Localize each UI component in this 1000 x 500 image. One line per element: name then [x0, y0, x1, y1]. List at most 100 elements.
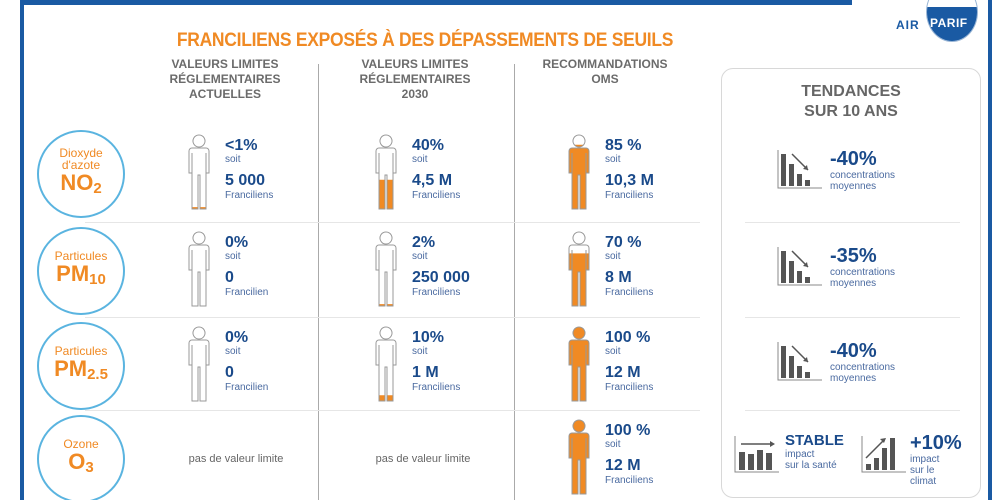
- soit-label: soit: [225, 251, 241, 262]
- exposure-count: 12 M: [605, 457, 641, 474]
- soit-label: soit: [412, 154, 428, 165]
- exposure-percent: 0%: [225, 329, 249, 346]
- pollutant-name: Dioxyde d'azote: [59, 146, 103, 172]
- exposure-count: 4,5 M: [412, 172, 453, 189]
- soit-label: soit: [605, 154, 621, 165]
- trend-label: concentrations: [830, 267, 896, 278]
- trend-label: moyennes: [830, 278, 877, 289]
- exposure-unit: Franciliens: [605, 382, 654, 393]
- trends-panel: [721, 68, 981, 498]
- exposure-cell: 0% soit 0 Francilien: [183, 230, 333, 310]
- exposure-unit: Francilien: [225, 382, 269, 393]
- exposure-percent: 85 %: [605, 137, 642, 154]
- row-divider: [85, 222, 700, 223]
- formula-subscript: 3: [85, 459, 94, 476]
- exposure-unit: Francilien: [225, 287, 269, 298]
- frame-right-border: [988, 0, 992, 500]
- exposure-unit: Franciliens: [605, 190, 654, 201]
- trend-label: moyennes: [830, 181, 877, 192]
- exposure-cell: 85 % soit 10,3 M Franciliens: [563, 133, 713, 213]
- exposure-unit: Franciliens: [605, 287, 654, 298]
- trend-value: +10%: [910, 432, 962, 454]
- exposure-stat: 85 % soit 10,3 M Franciliens: [605, 137, 654, 201]
- row-divider: [85, 317, 700, 318]
- person-icon: [370, 133, 402, 211]
- soit-label: soit: [412, 346, 428, 357]
- column-divider: [514, 64, 515, 500]
- chart-down-icon: [776, 245, 824, 287]
- logo-air-text: AIR: [896, 18, 920, 32]
- logo-parif-text: PARIF: [930, 16, 968, 30]
- soit-label: soit: [225, 154, 241, 165]
- exposure-cell: 0% soit 0 Francilien: [183, 325, 333, 405]
- trend-divider: [745, 317, 960, 318]
- column-header-line: ACTUELLES: [189, 87, 261, 101]
- column-divider: [318, 64, 319, 500]
- pollutant-badge: Particules PM2.5: [37, 322, 125, 410]
- trend-text: -40% concentrations moyennes: [830, 340, 895, 384]
- chart-flat-icon: [733, 432, 781, 474]
- trend-label: impact: [910, 454, 940, 465]
- person-icon: [183, 230, 215, 308]
- person-icon: [183, 325, 215, 403]
- column-header-line: 2030: [401, 87, 429, 101]
- column-header-line: RÉGLEMENTAIRES: [359, 72, 471, 86]
- chart-up-icon: [860, 432, 908, 474]
- no-limit-text: pas de valeur limite: [375, 453, 471, 465]
- exposure-count: 0: [225, 364, 234, 381]
- main-title: FRANCILIENS EXPOSÉS À DES DÉPASSEMENTS D…: [176, 30, 674, 51]
- logo-circle-icon: [926, 0, 978, 42]
- exposure-count: 0: [225, 269, 234, 286]
- column-header-line: OMS: [591, 72, 619, 86]
- trend-label: sur la santé: [785, 460, 837, 471]
- soit-label: soit: [412, 251, 428, 262]
- exposure-count: 12 M: [605, 364, 641, 381]
- trend-text: -40% concentrations moyennes: [830, 148, 895, 192]
- pollutant-formula: PM2.5: [54, 357, 108, 387]
- person-icon: [370, 230, 402, 308]
- exposure-cell: 10% soit 1 M Franciliens: [370, 325, 520, 405]
- exposure-stat: 0% soit 0 Francilien: [225, 329, 268, 393]
- exposure-cell: 40% soit 4,5 M Franciliens: [370, 133, 520, 213]
- column-header-line: VALEURS LIMITES: [171, 57, 279, 71]
- exposure-stat: 100 % soit 12 M Franciliens: [605, 422, 653, 486]
- trend-value: -35%: [830, 245, 877, 267]
- column-header-2030: VALEURS LIMITES RÉGLEMENTAIRES 2030: [345, 57, 485, 102]
- exposure-cell: 100 % soit 12 M Franciliens: [563, 418, 713, 498]
- formula-subscript: 2.5: [87, 366, 108, 383]
- formula-subscript: 2: [93, 180, 102, 197]
- soit-label: soit: [605, 251, 621, 262]
- pollutant-badge: Ozone O3: [37, 415, 125, 500]
- exposure-stat: 40% soit 4,5 M Franciliens: [412, 137, 460, 201]
- formula-base: PM: [56, 261, 90, 286]
- formula-base: PM: [54, 356, 88, 381]
- trend-value: STABLE: [785, 432, 844, 449]
- exposure-unit: Franciliens: [412, 287, 461, 298]
- exposure-stat: 10% soit 1 M Franciliens: [412, 329, 460, 393]
- frame-left-border: [20, 0, 24, 500]
- frame-top-border: [20, 0, 852, 5]
- exposure-percent: 0%: [225, 234, 249, 251]
- pollutant-name: Ozone: [63, 437, 99, 451]
- no-limit-text: pas de valeur limite: [188, 453, 284, 465]
- exposure-stat: <1% soit 5 000 Franciliens: [225, 137, 273, 201]
- exposure-count: 250 000: [412, 269, 470, 286]
- pollutant-badge: Particules PM10: [37, 227, 125, 315]
- trend-text: -35% concentrations moyennes: [830, 245, 895, 289]
- chart-down-icon: [776, 148, 824, 190]
- exposure-percent: <1%: [225, 137, 258, 154]
- trend-value: -40%: [830, 148, 877, 170]
- trend-text: +10% impact sur le climat: [910, 432, 962, 487]
- exposure-percent: 40%: [412, 137, 445, 154]
- exposure-percent: 10%: [412, 329, 445, 346]
- exposure-cell: <1% soit 5 000 Franciliens: [183, 133, 333, 213]
- person-icon: [370, 325, 402, 403]
- exposure-cell: 100 % soit 12 M Franciliens: [563, 325, 713, 405]
- exposure-unit: Franciliens: [412, 382, 461, 393]
- chart-down-icon: [776, 340, 824, 382]
- exposure-cell: 70 % soit 8 M Franciliens: [563, 230, 713, 310]
- exposure-count: 10,3 M: [605, 172, 654, 189]
- exposure-percent: 2%: [412, 234, 436, 251]
- trend-divider: [745, 222, 960, 223]
- person-icon: [563, 133, 595, 211]
